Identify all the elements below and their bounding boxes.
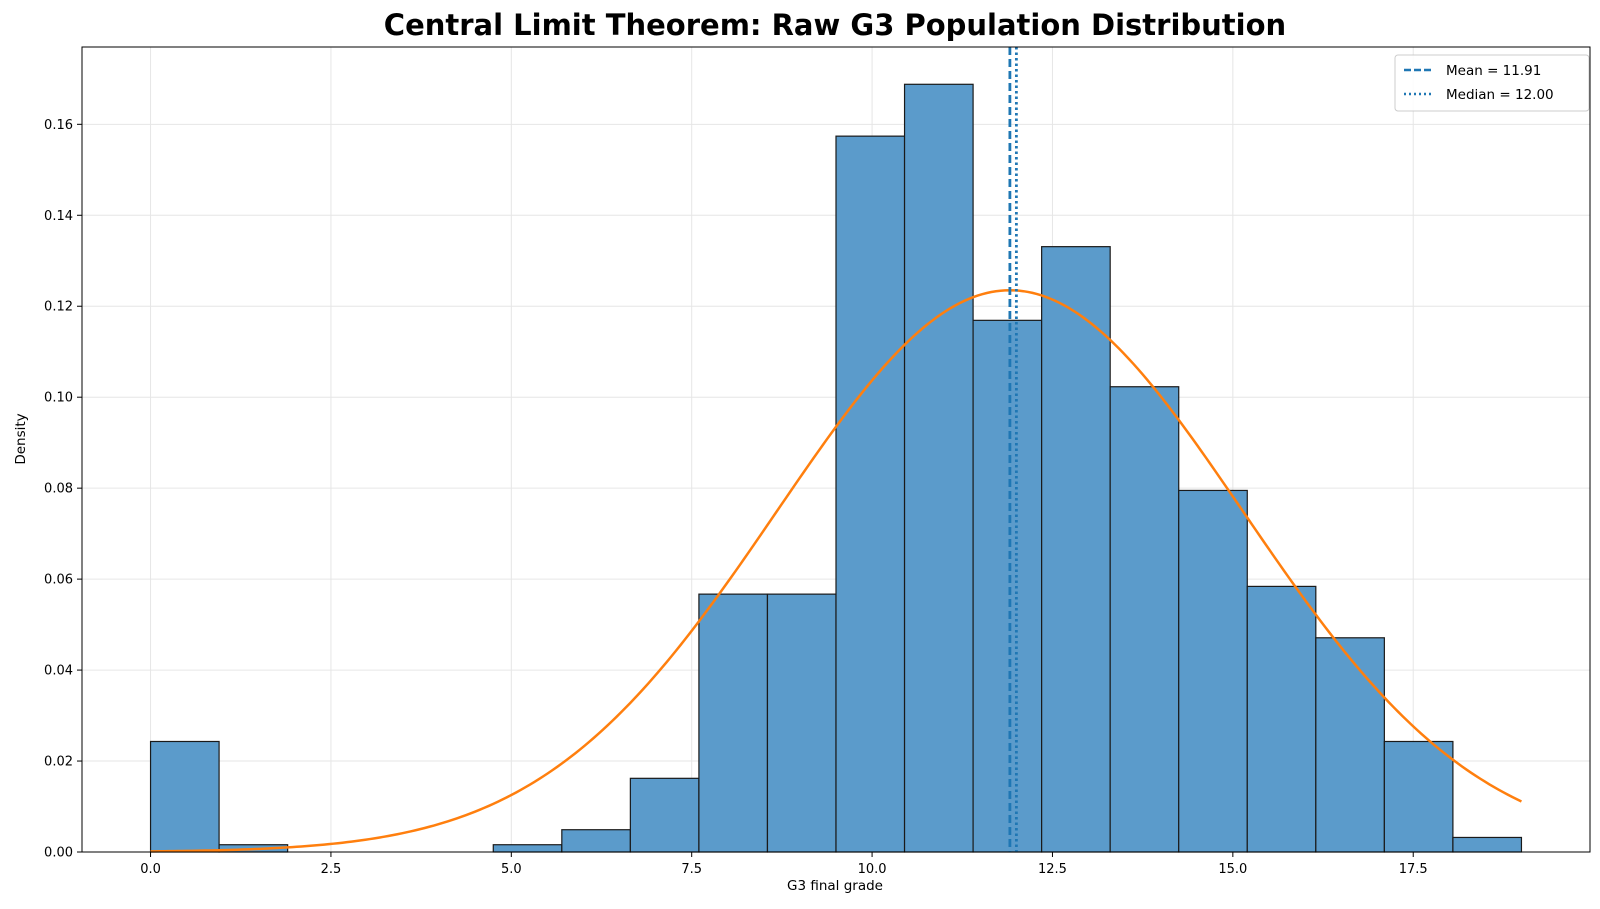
y-tick-label: 0.12 [44,300,73,315]
histogram-bar [766,593,837,853]
y-tick-label: 0.06 [44,573,73,588]
y-axis-label: Density [13,413,29,464]
histogram-bar [1452,836,1523,853]
histogram-bar [1246,585,1317,853]
legend-box [1394,54,1590,112]
normal-curve [150,289,1522,853]
x-tick-label: 2.5 [321,862,342,877]
histogram-bar [629,777,700,853]
x-axis-ticks: 0.0 2.5 5.0 7.5 10.0 12.5 15.0 17.5 [140,852,1428,877]
histogram-bar [561,829,631,853]
histogram-bar [903,83,974,853]
histogram-bar [972,319,1043,853]
x-tick-label: 7.5 [681,862,702,877]
x-tick-label: 17.5 [1399,862,1428,877]
y-axis-ticks: 0.00 0.02 0.04 0.06 0.08 0.10 0.12 0.14 0.16 [44,118,82,861]
histogram-bar [698,593,769,853]
chart-title: Central Limit Theorem: Raw G3 Population… [384,8,1286,42]
histogram-bar [1041,246,1111,853]
y-tick-label: 0.02 [44,755,73,770]
y-tick-label: 0.16 [44,118,73,133]
y-tick-label: 0.04 [44,664,73,679]
histogram-bar [1178,489,1248,853]
x-tick-label: 10.0 [858,862,887,877]
histogram-bar [835,135,906,853]
legend-mean-label: Mean = 11.91 [1446,63,1541,79]
legend: Mean = 11.91 Median = 12.00 [1394,54,1590,112]
axes-frame [81,46,1591,853]
y-tick-label: 0.10 [44,391,73,406]
x-axis-label: G3 final grade [787,878,883,894]
x-tick-label: 5.0 [501,862,522,877]
y-tick-label: 0.08 [44,482,73,497]
histogram-bars [149,83,1523,853]
x-tick-label: 12.5 [1038,862,1067,877]
legend-median-label: Median = 12.00 [1446,87,1554,103]
y-tick-label: 0.00 [44,846,73,861]
x-tick-label: 0.0 [140,862,161,877]
histogram-bar [1109,386,1180,853]
histogram-bar [1315,637,1385,853]
histogram-bar [1383,740,1454,853]
histogram-bar [149,740,220,853]
histogram-bar [492,844,563,853]
x-tick-label: 15.0 [1218,862,1247,877]
y-tick-label: 0.14 [44,209,73,224]
